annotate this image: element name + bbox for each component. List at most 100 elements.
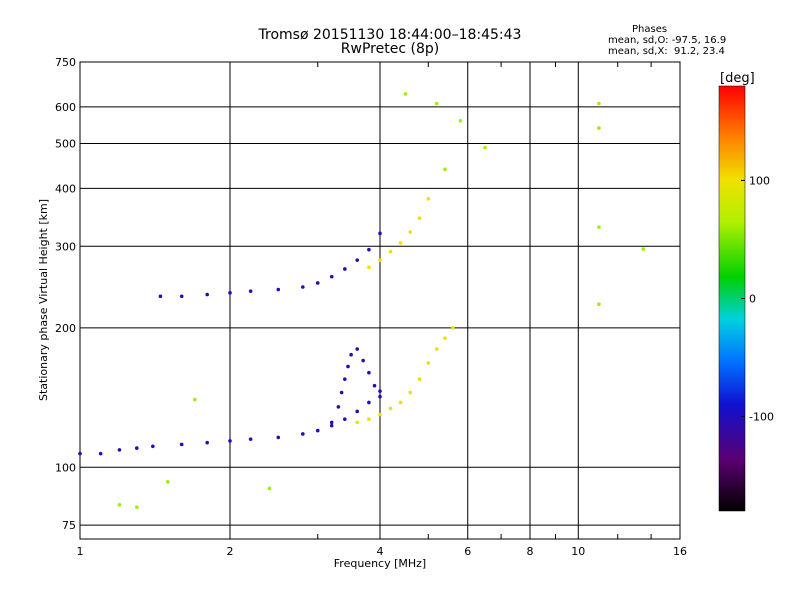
colorbar-unit-label: [deg] bbox=[720, 71, 755, 86]
data-point bbox=[388, 249, 393, 254]
data-point bbox=[355, 409, 359, 414]
colorbar bbox=[718, 85, 746, 512]
y-tick-label: 100 bbox=[55, 461, 76, 474]
data-point bbox=[367, 417, 371, 421]
data-point bbox=[372, 383, 377, 388]
axis-ticks: 1 2 4 6 8 10 16 75 100 200 300 400 500 600 750 bbox=[55, 56, 687, 558]
x-tick-label: 16 bbox=[673, 545, 687, 558]
data-point bbox=[408, 230, 413, 234]
data-point bbox=[378, 389, 382, 393]
data-point bbox=[329, 274, 334, 279]
data-point bbox=[408, 390, 413, 395]
data-point bbox=[378, 258, 382, 262]
colorbar-tick-label: 100 bbox=[749, 174, 770, 187]
data-point bbox=[378, 412, 382, 417]
data-point bbox=[426, 196, 431, 201]
data-point bbox=[355, 258, 359, 262]
phase-stats-x: mean, sd,X: 91.2, 23.4 bbox=[608, 46, 725, 57]
data-point bbox=[388, 406, 393, 411]
data-point bbox=[78, 451, 82, 456]
data-point bbox=[248, 289, 253, 293]
data-point bbox=[443, 167, 447, 172]
data-point bbox=[378, 231, 382, 236]
data-point bbox=[343, 417, 347, 421]
data-point bbox=[346, 364, 350, 369]
x-tick-label: 2 bbox=[227, 545, 234, 558]
y-tick-label: 500 bbox=[55, 138, 76, 151]
chart-title-line1: Tromsø 20151130 18:44:00–18:45:43 bbox=[258, 27, 522, 43]
data-point bbox=[301, 285, 305, 289]
data-points bbox=[78, 92, 646, 509]
data-point bbox=[443, 336, 447, 340]
x-tick-label: 8 bbox=[527, 545, 534, 558]
data-point bbox=[417, 377, 422, 381]
data-point bbox=[367, 247, 371, 252]
data-point bbox=[403, 92, 408, 96]
data-point bbox=[179, 294, 184, 299]
data-point bbox=[117, 502, 122, 507]
data-point bbox=[158, 294, 163, 299]
x-tick-label: 10 bbox=[571, 545, 585, 558]
data-point bbox=[205, 440, 209, 445]
colorbar-tick-label: -100 bbox=[749, 411, 774, 424]
data-point bbox=[134, 446, 139, 450]
y-tick-label: 300 bbox=[55, 240, 76, 253]
data-point bbox=[276, 435, 281, 440]
data-point bbox=[398, 400, 403, 405]
data-point bbox=[597, 101, 601, 106]
data-point bbox=[361, 358, 365, 363]
data-point bbox=[329, 420, 334, 425]
data-point bbox=[151, 444, 155, 449]
data-point bbox=[367, 400, 371, 405]
data-point bbox=[641, 247, 646, 251]
data-point bbox=[343, 377, 347, 381]
data-point bbox=[134, 505, 139, 509]
data-point bbox=[98, 451, 103, 456]
data-point bbox=[597, 225, 601, 229]
data-point bbox=[349, 352, 353, 357]
data-point bbox=[165, 480, 170, 484]
phase-stats-header: Phases bbox=[632, 24, 668, 35]
phase-stats-o: mean, sd,O: -97.5, 16.9 bbox=[608, 35, 727, 46]
data-point bbox=[434, 101, 439, 106]
data-point bbox=[228, 439, 232, 443]
colorbar-ticks: 100 0 -100 bbox=[741, 174, 774, 424]
data-point bbox=[417, 216, 422, 220]
data-point bbox=[343, 267, 347, 271]
data-point bbox=[426, 361, 431, 365]
chart-title-line2: RwPretec (8p) bbox=[340, 41, 440, 57]
data-point bbox=[336, 405, 341, 409]
data-point bbox=[193, 397, 197, 402]
data-point bbox=[301, 432, 305, 436]
data-point bbox=[597, 126, 601, 130]
data-point bbox=[179, 442, 184, 447]
data-point bbox=[483, 145, 487, 150]
data-point bbox=[228, 291, 232, 295]
data-point bbox=[367, 265, 371, 270]
data-point bbox=[248, 437, 253, 441]
data-point bbox=[378, 394, 382, 399]
data-point bbox=[355, 420, 359, 425]
x-tick-label: 4 bbox=[377, 545, 384, 558]
data-point bbox=[267, 486, 272, 491]
data-point bbox=[117, 448, 122, 452]
data-point bbox=[329, 423, 334, 428]
data-point bbox=[276, 287, 281, 292]
data-point bbox=[398, 241, 403, 245]
y-tick-label: 400 bbox=[55, 182, 76, 195]
data-point bbox=[339, 390, 344, 395]
data-point bbox=[458, 118, 463, 123]
y-tick-label: 75 bbox=[62, 519, 76, 532]
data-point bbox=[367, 370, 371, 375]
y-tick-label: 200 bbox=[55, 322, 76, 335]
data-point bbox=[451, 326, 455, 330]
grid-lines bbox=[79, 61, 681, 539]
colorbar-tick-label: 0 bbox=[749, 293, 756, 306]
data-point bbox=[434, 347, 439, 351]
x-tick-label: 1 bbox=[77, 545, 84, 558]
data-point bbox=[315, 428, 320, 433]
data-point bbox=[205, 292, 209, 297]
data-point bbox=[597, 302, 601, 306]
data-point bbox=[355, 347, 359, 351]
